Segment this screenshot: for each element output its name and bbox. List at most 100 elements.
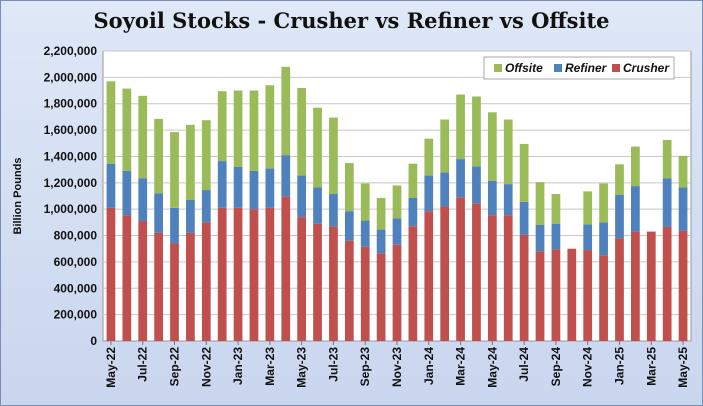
bar-refiner-jul-24 (519, 201, 529, 235)
bar-crusher-jul-24 (519, 234, 529, 341)
legend-label-crusher: Crusher (623, 61, 670, 75)
x-tick-label: Sep-22 (168, 347, 182, 387)
x-tick-label: May-25 (676, 347, 690, 388)
bar-offsite-nov-23 (392, 185, 402, 219)
bar-offsite-feb-24 (440, 119, 450, 173)
x-axis-ticks: May-22 Jul-22 Sep-22 Nov-22 Jan-23 Mar-23 May-… (104, 341, 690, 388)
legend-box (483, 56, 675, 80)
bar-offsite-oct-23 (376, 197, 386, 230)
bars (106, 66, 688, 341)
bar-crusher-nov-23 (392, 244, 402, 341)
bar-refiner-jan-24 (424, 175, 434, 212)
bar-refiner-aug-24 (535, 225, 545, 252)
bar-refiner-may-22 (106, 163, 116, 208)
bar-crusher-oct-22 (186, 232, 195, 341)
bar-refiner-feb-25 (631, 186, 640, 232)
bar-refiner-jan-25 (615, 194, 624, 239)
bar-refiner-nov-23 (392, 218, 402, 245)
bar-offsite-jun-23 (313, 107, 322, 188)
legend-swatch-offsite (494, 64, 502, 72)
bar-refiner-jun-22 (122, 170, 132, 216)
x-tick-label: Mar-25 (644, 347, 658, 386)
y-tick-label: 1,400,000 (44, 149, 98, 163)
bar-offsite-mar-24 (456, 94, 465, 160)
bar-refiner-apr-24 (472, 166, 481, 204)
bar-refiner-jul-22 (138, 178, 148, 222)
y-tick-label: 2,200,000 (44, 44, 98, 58)
y-tick-label: 200,000 (54, 308, 98, 322)
bar-refiner-oct-22 (186, 199, 195, 233)
y-tick-label: 0 (90, 334, 97, 348)
y-tick-label: 1,600,000 (44, 123, 98, 137)
bar-crusher-jul-22 (138, 221, 148, 341)
bar-refiner-may-25 (678, 187, 688, 231)
bar-crusher-oct-24 (567, 248, 577, 341)
bar-crusher-may-25 (678, 230, 688, 341)
bar-refiner-aug-22 (154, 193, 163, 233)
bar-crusher-feb-24 (440, 206, 450, 341)
bar-crusher-jul-23 (329, 226, 338, 341)
bar-offsite-jan-25 (615, 164, 624, 195)
bar-offsite-may-22 (106, 81, 116, 164)
legend-label-offsite: Offsite (505, 61, 543, 75)
bar-crusher-dec-24 (599, 255, 608, 341)
bar-offsite-aug-23 (344, 163, 354, 212)
bar-offsite-feb-23 (249, 90, 259, 171)
bar-crusher-feb-23 (249, 209, 259, 341)
bar-offsite-apr-23 (281, 66, 291, 156)
bar-crusher-dec-23 (408, 226, 418, 341)
x-tick-label: Jul-22 (136, 347, 150, 382)
bar-refiner-dec-22 (217, 161, 227, 208)
bar-crusher-apr-23 (281, 196, 291, 341)
bar-crusher-may-22 (106, 207, 116, 341)
x-tick-label: May-24 (485, 347, 499, 388)
bar-crusher-mar-23 (265, 207, 275, 341)
bar-refiner-dec-24 (599, 222, 608, 256)
bar-offsite-nov-24 (583, 191, 593, 225)
x-tick-label: Sep-24 (549, 347, 563, 387)
bar-crusher-aug-23 (344, 240, 354, 341)
bar-crusher-apr-25 (662, 226, 672, 341)
bar-offsite-apr-24 (472, 96, 481, 167)
x-tick-label: Mar-24 (454, 347, 468, 386)
y-tick-label: 800,000 (54, 229, 98, 243)
bar-refiner-apr-23 (281, 155, 291, 197)
bar-offsite-oct-22 (186, 124, 195, 200)
bar-refiner-sep-24 (551, 223, 561, 250)
bar-refiner-may-23 (297, 175, 307, 218)
bar-crusher-jun-22 (122, 215, 132, 341)
bar-offsite-dec-23 (408, 163, 418, 198)
bar-crusher-jun-23 (313, 223, 322, 341)
bar-crusher-nov-22 (201, 222, 211, 341)
bar-refiner-aug-23 (344, 211, 354, 241)
bar-crusher-feb-25 (631, 231, 640, 341)
x-tick-label: Jan-24 (422, 347, 436, 385)
bar-crusher-dec-22 (217, 207, 227, 341)
legend-swatch-crusher (612, 64, 620, 72)
x-tick-label: Nov-23 (390, 347, 404, 387)
bar-offsite-dec-22 (217, 91, 227, 162)
y-axis-ticks: 0 200,000 400,000 600,000 800,000 1,000,000 1,… (44, 44, 98, 348)
bar-refiner-sep-23 (360, 220, 370, 247)
legend-label-refiner: Refiner (565, 61, 608, 75)
bar-refiner-jun-24 (503, 184, 513, 216)
bar-crusher-jan-25 (615, 238, 624, 341)
bar-crusher-nov-24 (583, 250, 593, 341)
bar-crusher-may-23 (297, 217, 307, 341)
bar-offsite-jul-24 (519, 143, 529, 202)
bar-refiner-dec-23 (408, 197, 418, 227)
bar-crusher-jan-23 (233, 207, 243, 341)
legend-swatch-refiner (554, 64, 562, 72)
y-tick-label: 1,800,000 (44, 97, 98, 111)
x-tick-label: Jan-25 (612, 347, 626, 385)
bar-crusher-aug-24 (535, 251, 545, 341)
bar-refiner-nov-22 (201, 190, 211, 223)
y-tick-label: 400,000 (54, 281, 98, 295)
bar-crusher-sep-24 (551, 249, 561, 341)
x-tick-label: Sep-23 (358, 347, 372, 387)
bar-refiner-may-24 (487, 180, 497, 216)
bar-offsite-jan-23 (233, 90, 243, 167)
bar-offsite-aug-24 (535, 182, 545, 225)
bar-crusher-apr-24 (472, 203, 481, 341)
gridlines (103, 50, 691, 316)
